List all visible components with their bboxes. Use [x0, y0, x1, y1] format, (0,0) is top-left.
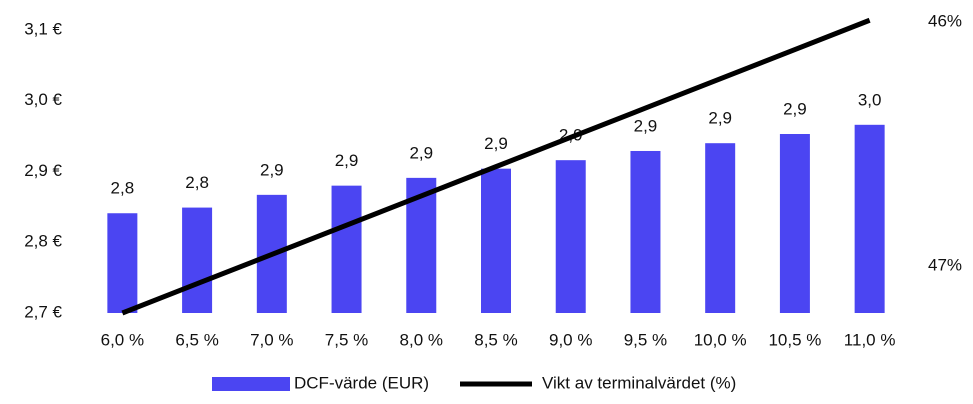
y2-tick-label: 46%	[928, 11, 962, 30]
bar	[481, 168, 511, 313]
y-tick-label: 2,7 €	[24, 302, 62, 321]
bar	[630, 150, 661, 313]
x-tick-label: 9,0 %	[549, 330, 592, 349]
data-label: 2,8	[185, 173, 209, 192]
x-tick-label: 7,5 %	[325, 330, 368, 349]
y-tick-label: 2,8 €	[24, 232, 62, 251]
x-tick-label: 9,5 %	[624, 330, 667, 349]
x-tick-label: 7,0 %	[250, 330, 293, 349]
bar	[779, 134, 810, 313]
data-label: 2,9	[484, 134, 508, 153]
bar	[555, 160, 586, 313]
x-tick-label: 8,5 %	[474, 330, 517, 349]
y2-tick-label: 47%	[928, 255, 962, 274]
y-tick-label: 2,9 €	[24, 161, 62, 180]
x-tick-label: 6,0 %	[101, 330, 144, 349]
legend-label: DCF-värde (EUR)	[294, 373, 429, 392]
bar	[705, 143, 736, 313]
x-tick-label: 10,0 %	[694, 330, 747, 349]
data-label: 2,9	[335, 151, 359, 170]
bar	[107, 213, 138, 313]
bar	[331, 185, 362, 313]
data-label: 2,9	[260, 160, 284, 179]
line	[121, 17, 871, 316]
y-tick-label: 3,1 €	[24, 19, 62, 38]
x-tick-label: 11,0 %	[844, 330, 896, 349]
bar	[854, 124, 885, 314]
data-label: 2,9	[783, 99, 807, 118]
data-label: 3,0	[858, 90, 882, 109]
data-label: 2,9	[708, 109, 732, 128]
x-tick-label: 10,5 %	[768, 330, 821, 349]
legend-swatch	[212, 377, 290, 391]
data-label: 2,9	[634, 116, 658, 135]
data-label: 2,9	[409, 143, 433, 162]
bar	[182, 207, 213, 313]
x-tick-label: 8,0 %	[400, 330, 443, 349]
data-label: 2,8	[111, 179, 135, 198]
x-tick-label: 6,5 %	[175, 330, 218, 349]
y-tick-label: 3,0 €	[24, 90, 62, 109]
legend-label: Vikt av terminalvärdet (%)	[542, 373, 736, 392]
